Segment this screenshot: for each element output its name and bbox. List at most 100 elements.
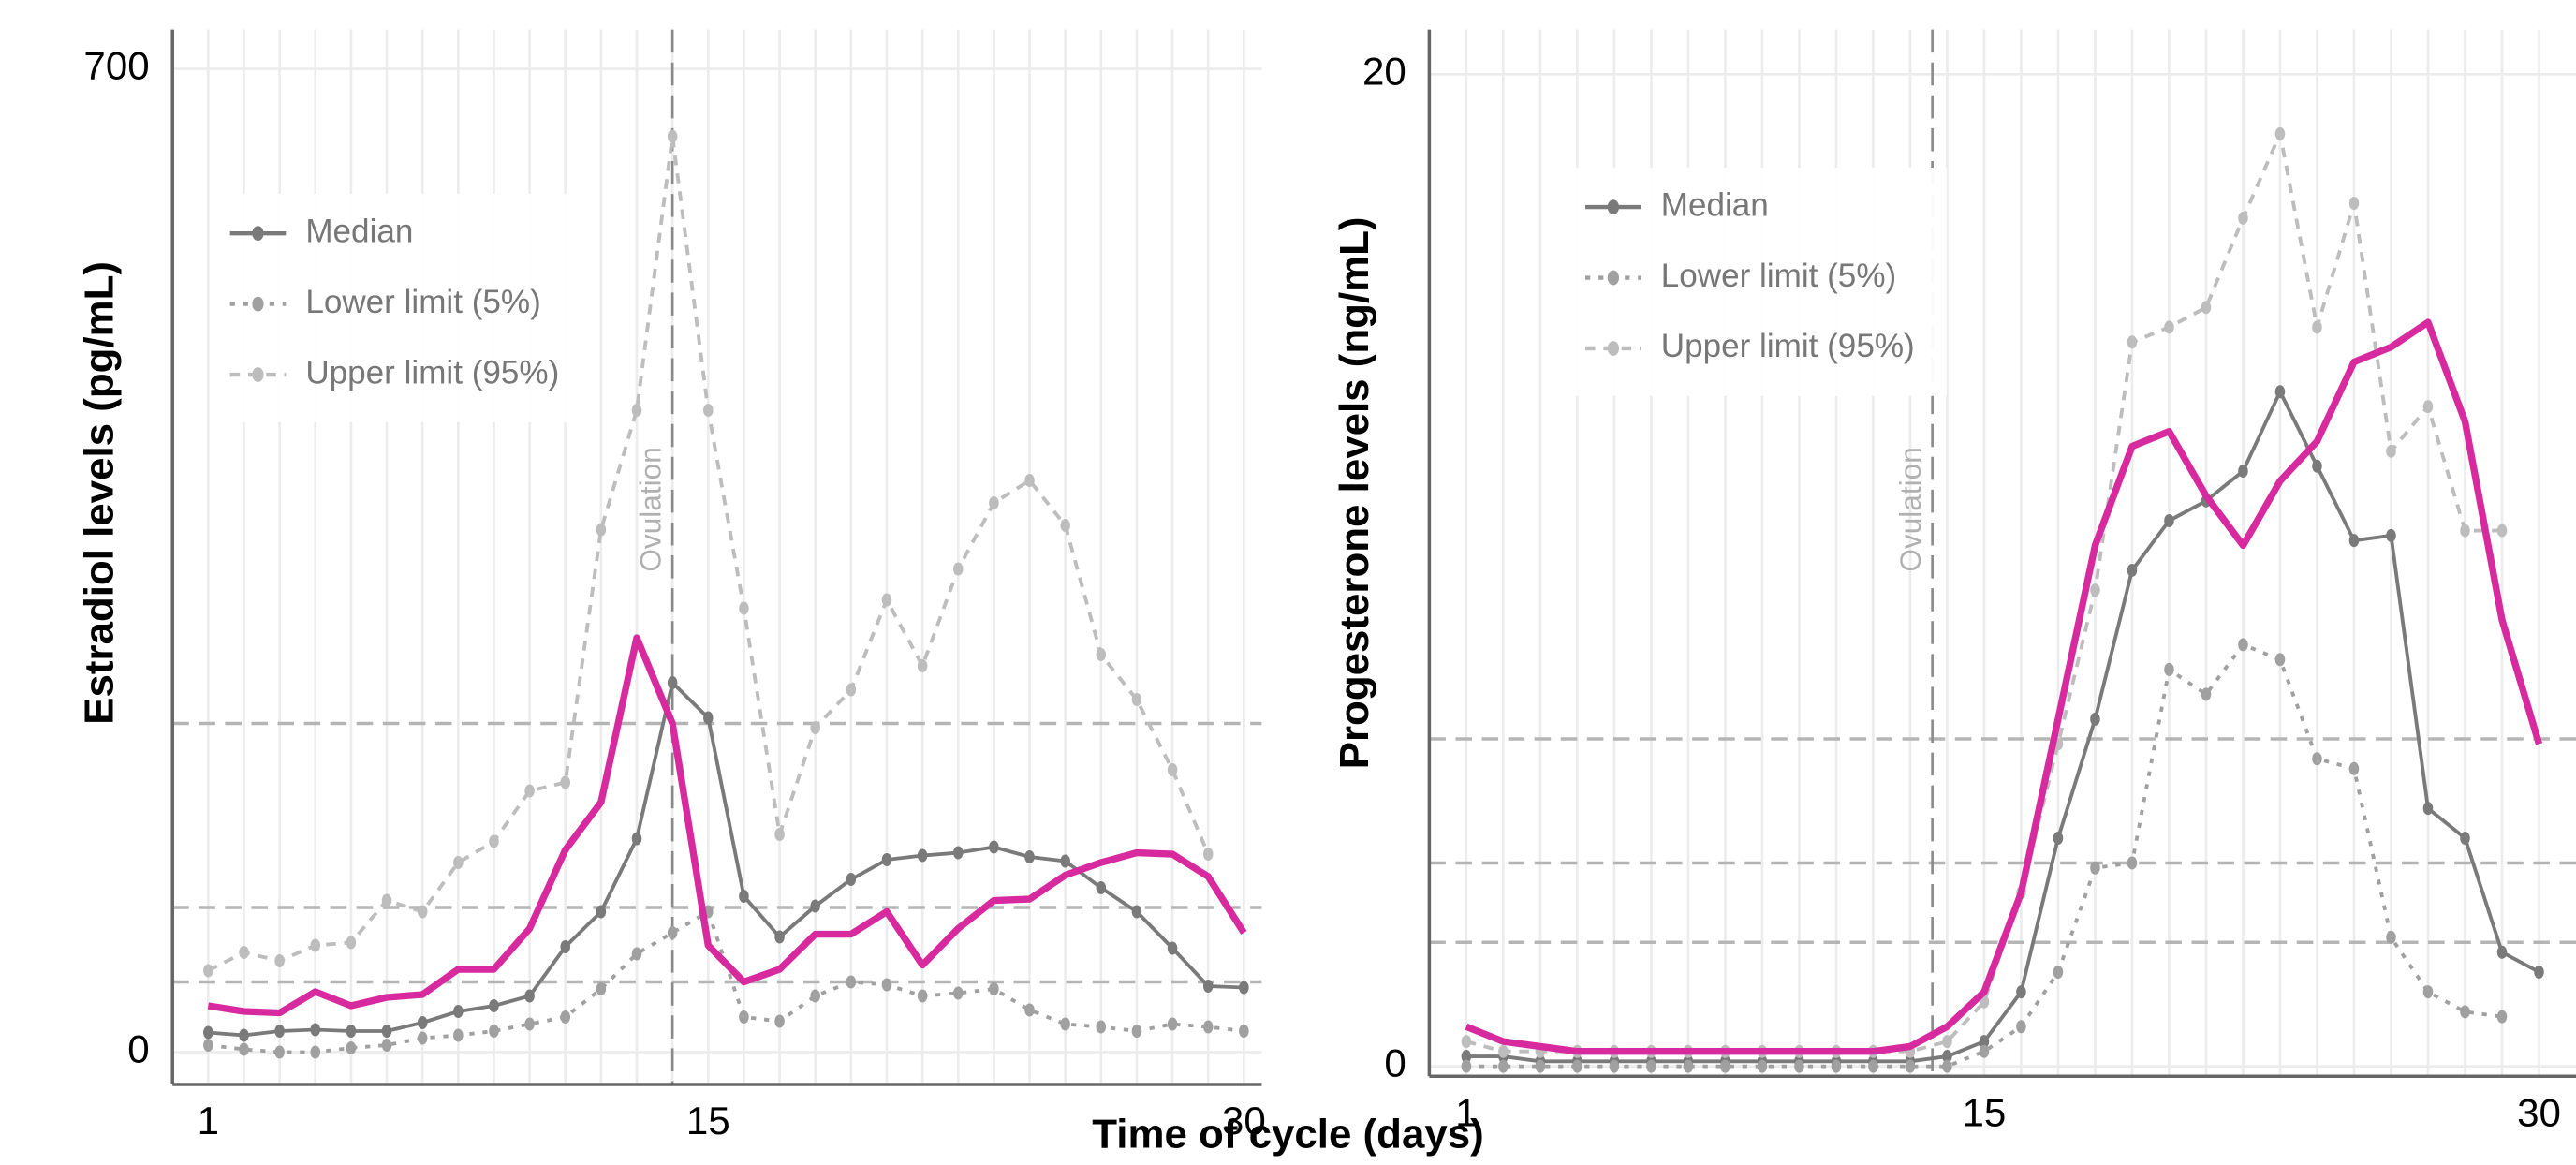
- series-marker: [2090, 583, 2100, 597]
- series-marker: [1096, 648, 1107, 662]
- series-marker: [2274, 653, 2286, 667]
- series-marker: [2386, 930, 2396, 944]
- legend-marker: [252, 367, 264, 382]
- series-marker: [881, 978, 892, 992]
- series-marker: [2274, 126, 2286, 140]
- series-marker: [2534, 965, 2544, 980]
- series-marker: [417, 1031, 428, 1045]
- series-line: [208, 681, 1244, 1038]
- y-tick-label: 20: [1362, 49, 1406, 93]
- series-marker: [2386, 528, 2396, 542]
- series-marker: [667, 925, 678, 940]
- series-marker: [203, 1025, 213, 1040]
- series-marker: [2422, 985, 2434, 999]
- series-marker: [1461, 1050, 1472, 1064]
- series-marker: [1167, 1017, 1178, 1031]
- series-marker: [489, 834, 499, 848]
- series-marker: [2238, 465, 2248, 479]
- series-marker: [1461, 1035, 1472, 1049]
- series-marker: [1498, 1059, 1509, 1073]
- series-marker: [2127, 335, 2138, 349]
- series-marker: [489, 998, 499, 1013]
- series-marker: [1202, 848, 1214, 862]
- series-marker: [2238, 638, 2248, 652]
- series-marker: [703, 711, 714, 725]
- series-marker: [1131, 905, 1142, 919]
- legend-marker: [1607, 199, 1620, 214]
- series-marker: [631, 832, 642, 846]
- series-marker: [631, 404, 642, 418]
- legend-marker: [1607, 270, 1620, 286]
- series-marker: [310, 1023, 321, 1037]
- series-marker: [739, 1010, 749, 1025]
- series-marker: [774, 1014, 785, 1028]
- series-marker: [453, 1004, 464, 1019]
- series-marker: [2312, 320, 2322, 334]
- series-marker: [1794, 1059, 1804, 1073]
- series-marker: [310, 1045, 321, 1059]
- series-marker: [2090, 712, 2100, 726]
- series-marker: [2460, 831, 2470, 845]
- series-marker: [1131, 693, 1142, 707]
- series-line: [207, 634, 1247, 1017]
- series-marker: [1239, 1024, 1249, 1039]
- series-marker: [774, 828, 785, 842]
- series-marker: [560, 1010, 571, 1025]
- series-marker: [1096, 1020, 1107, 1034]
- plot-area: [172, 29, 1262, 1084]
- series-marker: [1831, 1059, 1842, 1073]
- series-marker: [2496, 1010, 2508, 1024]
- series-marker: [239, 945, 249, 960]
- series-marker: [2496, 945, 2508, 959]
- series-marker: [1942, 1059, 1952, 1073]
- series-marker: [453, 855, 464, 870]
- series-marker: [489, 1024, 499, 1039]
- legend-marker: [1607, 341, 1620, 356]
- series-marker: [596, 523, 607, 537]
- series-marker: [1646, 1059, 1656, 1073]
- series-marker: [881, 593, 892, 607]
- series-marker: [560, 775, 571, 789]
- series-marker: [2496, 524, 2508, 538]
- series-marker: [2312, 752, 2322, 766]
- series-marker: [274, 953, 285, 968]
- series-marker: [203, 964, 213, 978]
- series-marker: [917, 659, 928, 673]
- series-marker: [846, 975, 857, 989]
- series-marker: [2348, 534, 2360, 548]
- x-axis-label: Time of cycle (days): [1092, 1112, 1483, 1158]
- series-marker: [417, 1015, 428, 1030]
- series-marker: [453, 1028, 464, 1042]
- series-marker: [667, 129, 678, 143]
- legend-label: Upper limit (95%): [305, 354, 559, 391]
- series-marker: [2016, 1020, 2026, 1034]
- series-marker: [1868, 1059, 1878, 1073]
- series-marker: [203, 1038, 213, 1053]
- series-marker: [739, 601, 749, 615]
- series-marker: [739, 889, 749, 904]
- series-marker: [846, 872, 857, 887]
- series-marker: [703, 404, 714, 418]
- series-marker: [2422, 400, 2434, 414]
- series-marker: [1024, 849, 1035, 864]
- series-marker: [2422, 802, 2434, 816]
- series-marker: [989, 496, 999, 510]
- series-marker: [881, 852, 892, 867]
- series-line: [1465, 642, 2503, 1069]
- series-marker: [239, 1028, 249, 1042]
- legend-label: Upper limit (95%): [1661, 328, 1915, 364]
- series-marker: [2016, 985, 2026, 999]
- series-marker: [810, 899, 820, 913]
- series-marker: [1572, 1059, 1582, 1073]
- series-marker: [2348, 196, 2360, 211]
- series-marker: [1239, 981, 1249, 995]
- series-marker: [1024, 1003, 1035, 1017]
- series-marker: [2201, 301, 2212, 315]
- series-marker: [1609, 1059, 1620, 1073]
- series-marker: [1683, 1059, 1694, 1073]
- series-marker: [2312, 459, 2322, 473]
- series-marker: [1535, 1059, 1546, 1073]
- series-marker: [989, 840, 999, 854]
